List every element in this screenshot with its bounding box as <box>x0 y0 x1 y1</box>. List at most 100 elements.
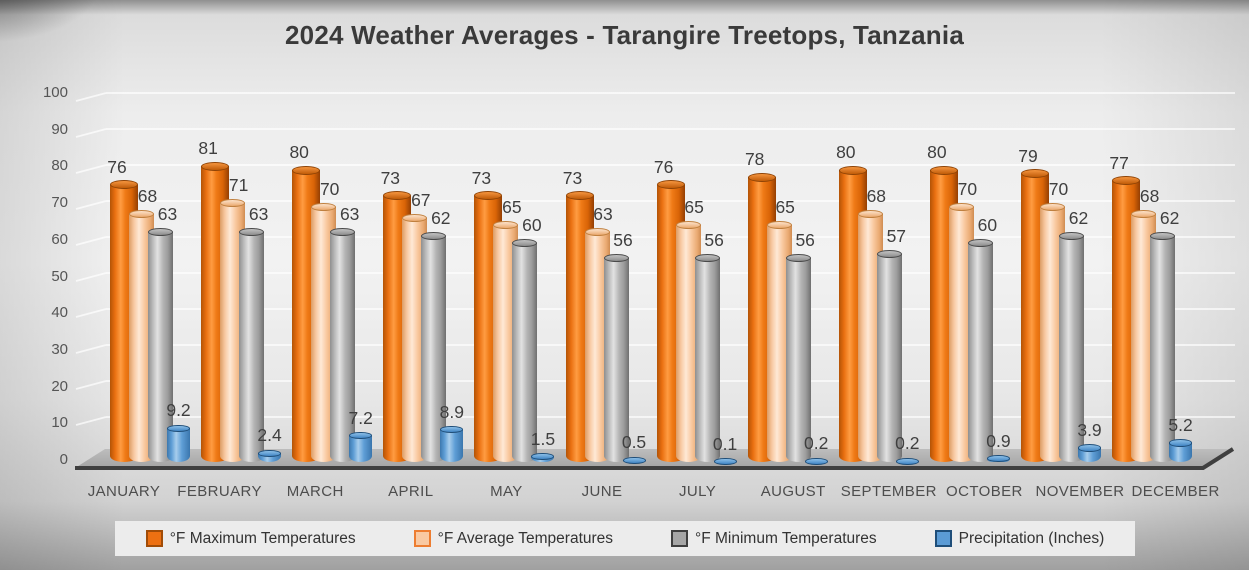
cylinder-top-cap <box>622 456 646 464</box>
cylinder-top-cap <box>565 191 594 201</box>
bar-value-label: 79 <box>1018 145 1038 166</box>
bar-january-series3 <box>148 228 173 462</box>
cylinder-top-cap <box>857 209 883 218</box>
cylinder-top-cap <box>713 457 737 466</box>
cylinder-top-cap <box>110 180 138 190</box>
bar-value-label: 0.1 <box>712 433 738 454</box>
cylinder-top-cap <box>986 455 1010 463</box>
legend-label: °F Average Temperatures <box>437 529 614 547</box>
bar-value-label: 65 <box>502 196 522 217</box>
bar-value-label: 56 <box>795 229 815 250</box>
bar-august-series3 <box>785 253 811 462</box>
x-axis-label-may: MAY <box>490 483 523 500</box>
bar-value-label: 73 <box>471 167 492 188</box>
bar-value-label: 9.2 <box>166 400 191 421</box>
bar-value-label: 5.2 <box>1168 415 1193 435</box>
cylinder-top-cap <box>948 202 974 211</box>
bar-value-label: 77 <box>1109 152 1129 173</box>
legend-item-4: Precipitation (Inches) <box>934 529 1105 548</box>
bar-october-series3 <box>967 239 993 462</box>
cylinder-top-cap <box>1112 176 1141 186</box>
cylinder-top-cap <box>201 161 230 171</box>
bar-august-series4 <box>804 457 828 465</box>
cylinder-top-cap <box>656 180 685 190</box>
cylinder-top-cap <box>876 250 902 258</box>
bar-december-series4 <box>1169 439 1193 462</box>
bar-january-series4 <box>167 424 190 462</box>
x-axis-label-december: DECEMBER <box>1131 483 1220 500</box>
bar-value-label: 0.5 <box>621 432 647 453</box>
cylinder-top-cap <box>694 253 720 262</box>
legend-swatch <box>934 530 952 547</box>
y-axis-tick-label: 10 <box>51 414 68 432</box>
cylinder-top-cap <box>967 239 993 247</box>
cylinder-top-cap <box>330 228 356 237</box>
cylinder-top-cap <box>838 165 867 175</box>
x-axis-label-june: JUNE <box>581 483 623 500</box>
bar-value-label: 63 <box>593 204 613 225</box>
bar-value-label: 0.2 <box>895 433 920 454</box>
x-axis-label-april: APRIL <box>388 483 434 500</box>
bar-value-label: 62 <box>1068 207 1089 228</box>
bar-value-label: 65 <box>775 196 795 217</box>
bar-value-label: 68 <box>866 185 887 206</box>
bar-november-series3 <box>1059 231 1084 462</box>
cylinder-top-cap <box>1150 231 1176 240</box>
bar-value-label: 7.2 <box>348 407 373 428</box>
bar-value-label: 70 <box>1048 178 1069 199</box>
cylinder-top-cap <box>421 231 447 240</box>
cylinder-top-cap <box>129 209 154 218</box>
cylinder-top-cap <box>440 425 464 434</box>
cylinder-top-cap <box>239 228 265 237</box>
legend-label: Precipitation (Inches) <box>958 529 1105 547</box>
cylinder-top-cap <box>167 424 190 433</box>
bar-value-label: 0.2 <box>804 433 829 454</box>
bar-may-series4 <box>531 452 555 462</box>
y-axis-tick-label: 40 <box>51 304 68 322</box>
legend-item-1: °F Maximum Temperatures <box>145 530 356 548</box>
bar-value-label: 68 <box>1139 185 1160 206</box>
bar-value-label: 80 <box>289 142 309 162</box>
bar-value-label: 0.9 <box>986 430 1011 451</box>
x-axis-label-july: JULY <box>679 483 717 500</box>
bar-value-label: 70 <box>319 178 340 199</box>
y-axis-tick-label: 70 <box>51 194 68 212</box>
bar-value-label: 56 <box>613 229 633 250</box>
y-axis-tick-label: 100 <box>42 84 68 101</box>
bar-value-label: 1.5 <box>530 428 556 449</box>
y-axis-tick-label: 0 <box>59 451 68 468</box>
bar-value-label: 67 <box>411 189 431 210</box>
bar-september-series4 <box>895 457 919 465</box>
gridline <box>106 128 1235 130</box>
cylinder-top-cap <box>474 191 503 201</box>
x-axis-label-september: SEPTEMBER <box>840 483 937 500</box>
bar-value-label: 57 <box>886 226 907 246</box>
bar-september-series3 <box>876 250 902 462</box>
gridline <box>106 92 1235 94</box>
bar-value-label: 73 <box>562 167 583 188</box>
x-axis-label-march: MARCH <box>286 483 344 500</box>
cylinder-top-cap <box>292 165 321 175</box>
y-axis-tick-label: 80 <box>51 157 68 175</box>
bar-october-series4 <box>986 455 1010 463</box>
legend-item-3: °F Minimum Temperatures <box>671 530 877 548</box>
chart-legend: °F Maximum Temperatures °F Average Temper… <box>115 521 1135 556</box>
cylinder-top-cap <box>1059 231 1084 240</box>
bar-value-label: 68 <box>137 185 158 206</box>
cylinder-top-cap <box>603 253 629 262</box>
bar-value-label: 62 <box>1159 207 1180 228</box>
y-axis-tick-label: 50 <box>51 267 68 285</box>
y-axis-tick-label: 30 <box>51 340 68 358</box>
cylinder-top-cap <box>493 220 519 229</box>
bar-march-series4 <box>349 432 373 462</box>
x-axis-label-october: OCTOBER <box>946 483 1023 500</box>
bar-march-series3 <box>330 228 356 462</box>
bar-value-label: 63 <box>248 204 269 225</box>
x-axis-label-february: FEBRUARY <box>177 483 262 500</box>
bar-value-label: 3.9 <box>1077 419 1102 440</box>
bar-april-series4 <box>440 425 464 462</box>
bar-february-series3 <box>239 228 265 462</box>
y-axis-tick-label: 60 <box>51 230 68 248</box>
cylinder-top-cap <box>531 452 555 461</box>
